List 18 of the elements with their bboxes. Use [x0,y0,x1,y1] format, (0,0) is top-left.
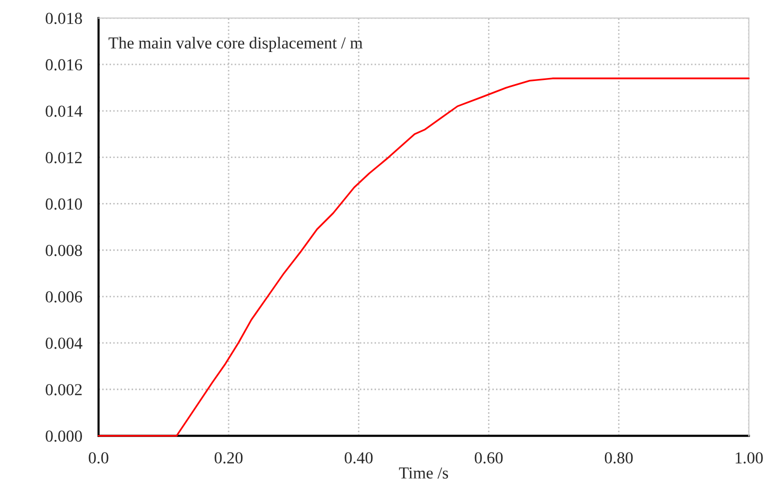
x-tick-label: 0.80 [604,452,633,464]
y-tick-label: 0.002 [46,384,82,396]
annotation: The main valve core displacement / m [108,36,363,52]
y-tick-label: 0.000 [46,430,82,442]
y-tick-label: 0.006 [46,291,82,303]
y-tick-label: 0.010 [46,198,82,210]
x-tick-label: 0.20 [214,452,243,464]
y-tick-label: 0.012 [46,152,82,164]
y-tick-label: 0.016 [46,59,82,70]
x-tick-label: 0.0 [88,452,108,464]
y-tick-label: 0.014 [46,106,82,117]
y-tick-label: 0.004 [46,338,82,349]
x-tick-label: 0.60 [474,452,503,464]
y-tick-label: 0.008 [46,244,82,256]
x-tick-label: 0.40 [344,452,373,464]
x-axis-title: Time /s [399,467,448,479]
y-tick-label: 0.018 [46,12,82,24]
x-tick-label: 1.00 [736,452,763,464]
